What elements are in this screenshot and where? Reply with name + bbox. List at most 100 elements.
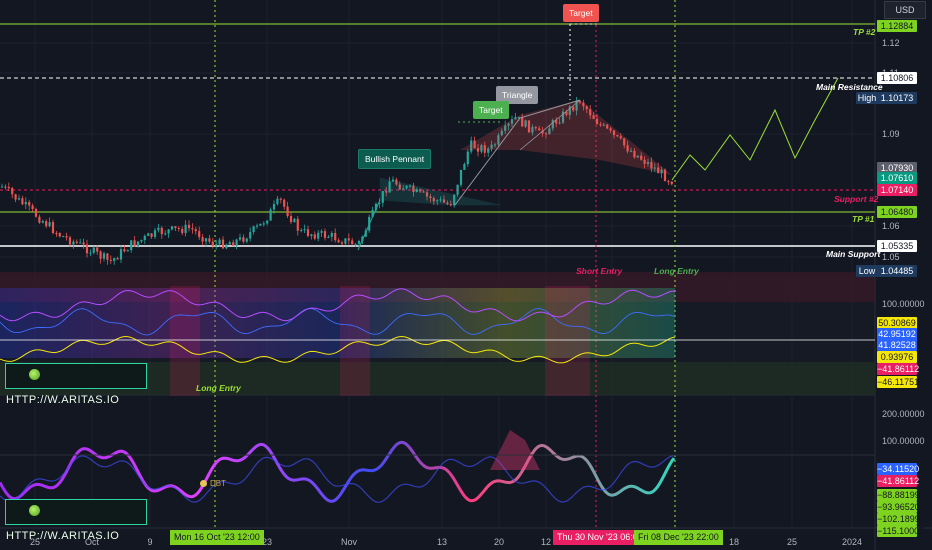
candle-body <box>235 239 238 246</box>
candle-body <box>425 192 429 197</box>
candle-body <box>62 236 65 238</box>
time-tick: 20 <box>493 537 505 547</box>
candle-body <box>41 221 44 223</box>
price-label-tag: High <box>856 92 878 104</box>
candle-body <box>385 191 388 193</box>
price-tick: 1.09 <box>882 129 900 139</box>
osc1-value-tag: 42.95192 <box>877 328 917 340</box>
main-support-label: Main Support <box>826 249 881 259</box>
candle-body <box>259 223 262 226</box>
candle-body <box>568 106 571 115</box>
candle-body <box>354 243 357 245</box>
candle-body <box>204 238 208 242</box>
candle-body <box>364 230 367 237</box>
candle-body <box>72 241 75 245</box>
price-value-tag: 1.07140 <box>877 184 917 196</box>
price-value-tag: 1.07930 <box>877 162 917 174</box>
candle-body <box>585 106 588 110</box>
triangle-outline <box>519 99 581 151</box>
osc1-line <box>0 308 675 336</box>
price-value-tag: 1.04485 <box>877 265 917 277</box>
brand-link-2[interactable]: HTTP://W.ARITAS.IO <box>5 499 147 542</box>
candle-body <box>663 169 667 182</box>
time-tick: 2024 <box>841 537 863 547</box>
osc2-value-tag: −34.11520 <box>877 463 920 475</box>
candle-body <box>198 231 201 238</box>
price-value-tag: 1.12884 <box>877 20 917 32</box>
time-tick: 13 <box>436 537 448 547</box>
candle-body <box>313 234 316 239</box>
candle-body <box>446 202 449 205</box>
candle-body <box>79 242 82 244</box>
candle-body <box>657 167 660 174</box>
candle-body <box>255 225 259 227</box>
candle-body <box>330 232 333 237</box>
candle-body <box>123 249 126 252</box>
candle-body <box>497 135 500 145</box>
candle-body <box>334 232 337 241</box>
bullish-pennant-callout[interactable]: Bullish Pennant <box>358 149 432 169</box>
target-mid-callout[interactable]: Target <box>473 101 509 119</box>
candle-body <box>480 145 483 152</box>
candle-body <box>646 162 650 164</box>
candle-body <box>432 198 435 202</box>
time-tick: 23 <box>261 537 273 547</box>
candle-body <box>456 184 459 195</box>
candle-body <box>633 150 636 158</box>
candle-body <box>558 122 561 124</box>
candle-body <box>378 202 381 204</box>
candle-body <box>473 140 476 149</box>
osc2-value-tag: −88.88199 <box>877 489 920 501</box>
time-tick: 12 <box>540 537 552 547</box>
candle-body <box>55 233 58 235</box>
candle-body <box>157 227 160 231</box>
candle-body <box>150 233 153 237</box>
candle-body <box>606 124 609 129</box>
candle-body <box>34 209 38 217</box>
candle-body <box>283 199 286 207</box>
price-value-tag: 1.05335 <box>877 240 917 252</box>
projection-path <box>671 77 839 181</box>
candle-body <box>286 206 289 217</box>
candle-body <box>483 145 486 153</box>
osc2-value-tag: −93.96520 <box>877 501 920 513</box>
candle-body <box>395 179 398 185</box>
candle-body <box>4 186 7 188</box>
osc1-line <box>0 335 676 364</box>
apple-icon <box>29 369 40 380</box>
tp1-label: TP #1 <box>852 214 875 224</box>
currency-button[interactable]: USD <box>884 1 926 19</box>
candle-body <box>310 234 313 236</box>
osc1-value-tag: −46.11751 <box>877 376 920 388</box>
candle-body <box>164 233 167 235</box>
tp2-label: TP #2 <box>853 27 876 37</box>
candle-body <box>211 241 214 247</box>
brand-link-1[interactable]: HTTP://W.ARITAS.IO <box>5 363 147 406</box>
candle-body <box>626 145 629 152</box>
target-top-callout[interactable]: Target <box>563 4 599 22</box>
price-value-tag: 1.10806 <box>877 72 917 84</box>
candle-body <box>517 116 520 118</box>
price-pane <box>0 0 875 272</box>
candle-body <box>466 151 469 165</box>
osc1-value-tag: 0.93976 <box>877 351 917 363</box>
candle-body <box>555 120 558 124</box>
osc1-value-tag: 50.30869 <box>877 317 917 329</box>
candle-body <box>194 229 197 232</box>
candle-body <box>402 188 405 190</box>
candle-body <box>208 238 211 242</box>
candle-body <box>160 227 163 235</box>
candle-body <box>408 185 412 187</box>
candle-body <box>153 230 157 237</box>
triangle-callout[interactable]: Triangle <box>496 86 539 104</box>
candle-body <box>371 209 374 217</box>
candle-body <box>572 106 575 111</box>
candle-body <box>238 237 242 240</box>
candle-body <box>521 116 524 127</box>
candle-body <box>578 101 582 103</box>
candle-body <box>650 162 653 169</box>
osc2-value-tag: −41.86112 <box>877 475 920 487</box>
candle-body <box>296 218 299 231</box>
candle-body <box>65 236 68 238</box>
